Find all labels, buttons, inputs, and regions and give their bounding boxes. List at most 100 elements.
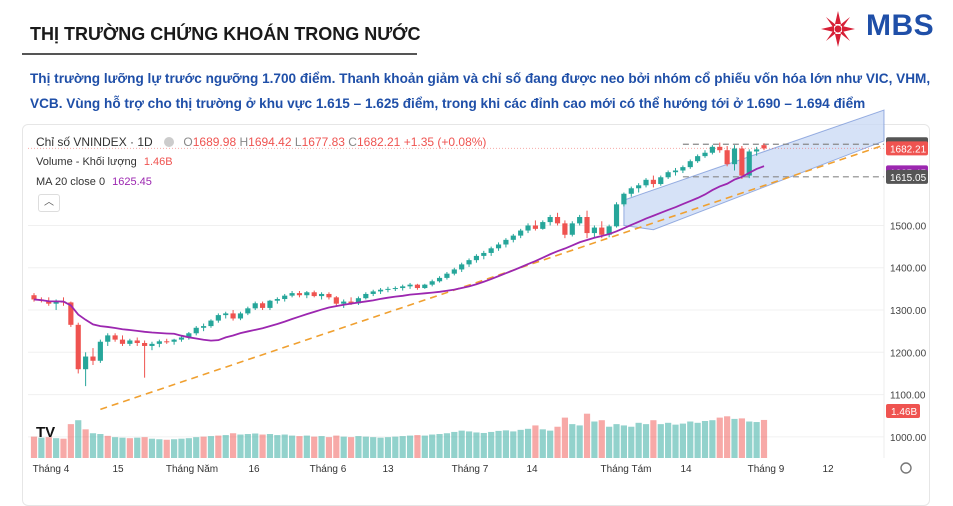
open-value: 1689.98 — [192, 135, 237, 149]
candle — [164, 341, 170, 343]
symbol-label[interactable]: Chỉ số VNINDEX · 1D — [36, 135, 153, 149]
x-tick-label: Tháng 4 — [33, 464, 70, 475]
candle — [304, 292, 310, 296]
volume-bar — [185, 438, 192, 458]
ma-label[interactable]: MA 20 close 0 — [36, 176, 106, 188]
candle — [554, 217, 561, 224]
candle — [385, 288, 391, 290]
volume-bar — [561, 417, 569, 458]
candle — [142, 343, 148, 346]
volume-bar — [340, 436, 347, 458]
ma20-line — [33, 165, 765, 342]
volume-bar — [229, 433, 237, 458]
low-value: 1677.83 — [301, 135, 345, 149]
candle — [83, 356, 89, 370]
x-tick-label: Tháng 6 — [310, 464, 347, 475]
candle — [252, 303, 258, 309]
volume-bar — [45, 437, 52, 458]
candle — [363, 293, 369, 299]
candle — [540, 222, 546, 229]
chart-legend-ma: MA 20 close 0 1625.45 — [36, 176, 152, 188]
y-tick-label: 1400.00 — [890, 264, 927, 275]
volume-bar — [716, 417, 723, 458]
volume-bar — [38, 437, 45, 458]
candle — [193, 327, 199, 334]
x-tick-label: 16 — [248, 464, 260, 475]
volume-bar — [465, 431, 473, 458]
candle — [245, 308, 251, 314]
high-value: 1694.42 — [248, 135, 292, 149]
candle — [429, 281, 435, 285]
candle — [215, 315, 221, 321]
volume-bar — [443, 433, 451, 458]
volume-bar — [724, 416, 731, 458]
price-label: 1682.21 — [890, 144, 927, 155]
candle — [333, 297, 339, 304]
candle — [296, 293, 303, 296]
volume-bar — [495, 430, 502, 458]
candle — [260, 303, 266, 308]
candle — [46, 300, 52, 304]
candle — [53, 301, 59, 304]
candle — [186, 333, 192, 338]
candle — [289, 293, 295, 296]
candle — [562, 223, 568, 235]
candle — [400, 286, 406, 289]
volume-bar — [325, 437, 333, 458]
volume-bar — [458, 430, 465, 458]
volume-bar — [414, 435, 421, 458]
mbs-logo — [821, 11, 855, 47]
candle — [422, 284, 428, 289]
candle — [466, 260, 472, 265]
candle — [127, 340, 133, 344]
page-title: THỊ TRƯỜNG CHỨNG KHOÁN TRONG NƯỚC — [30, 24, 421, 44]
close-value: 1682.21 — [356, 135, 401, 149]
volume-bar — [60, 438, 67, 458]
x-tick-label: 13 — [382, 464, 394, 475]
price-label-box — [886, 141, 928, 156]
volume-bar — [731, 418, 738, 458]
candle — [156, 341, 162, 344]
gear-icon[interactable] — [900, 462, 912, 474]
volume-bar — [473, 432, 480, 458]
candle — [731, 148, 738, 165]
volume-bar — [104, 435, 111, 458]
candle — [717, 146, 723, 151]
candle — [636, 185, 642, 189]
volume-bar — [200, 436, 207, 458]
status-dot-icon — [164, 137, 175, 147]
candle — [739, 148, 745, 176]
candle — [68, 302, 74, 325]
candle — [355, 298, 362, 304]
volume-bar — [635, 422, 642, 458]
candle — [223, 313, 229, 316]
volume-bar — [746, 421, 753, 458]
candle — [569, 223, 575, 235]
candle — [392, 288, 398, 290]
candle — [650, 179, 656, 185]
volume-bar — [355, 436, 362, 458]
volume-bar — [119, 437, 126, 458]
y-tick-label: 1000.00 — [890, 433, 927, 444]
candle — [318, 293, 325, 297]
candle — [75, 324, 81, 370]
price-label-box — [886, 169, 928, 184]
candle — [702, 152, 708, 157]
volume-bar — [657, 424, 664, 458]
y-tick-label: 1300.00 — [890, 306, 927, 317]
candle — [599, 227, 605, 235]
volume-bar — [436, 434, 443, 458]
volume-label[interactable]: Volume - Khối lượng — [36, 156, 137, 168]
volume-bar — [620, 425, 627, 458]
candle — [643, 179, 649, 186]
candle — [525, 225, 531, 231]
volume-bar — [296, 436, 303, 458]
volume-bar — [598, 420, 605, 458]
chevron-up-icon[interactable]: ︿ — [38, 194, 60, 212]
volume-bar — [193, 437, 200, 458]
volume-bar — [642, 424, 650, 458]
volume-bar — [178, 438, 185, 458]
volume-bar — [406, 435, 414, 458]
candle — [237, 313, 244, 319]
